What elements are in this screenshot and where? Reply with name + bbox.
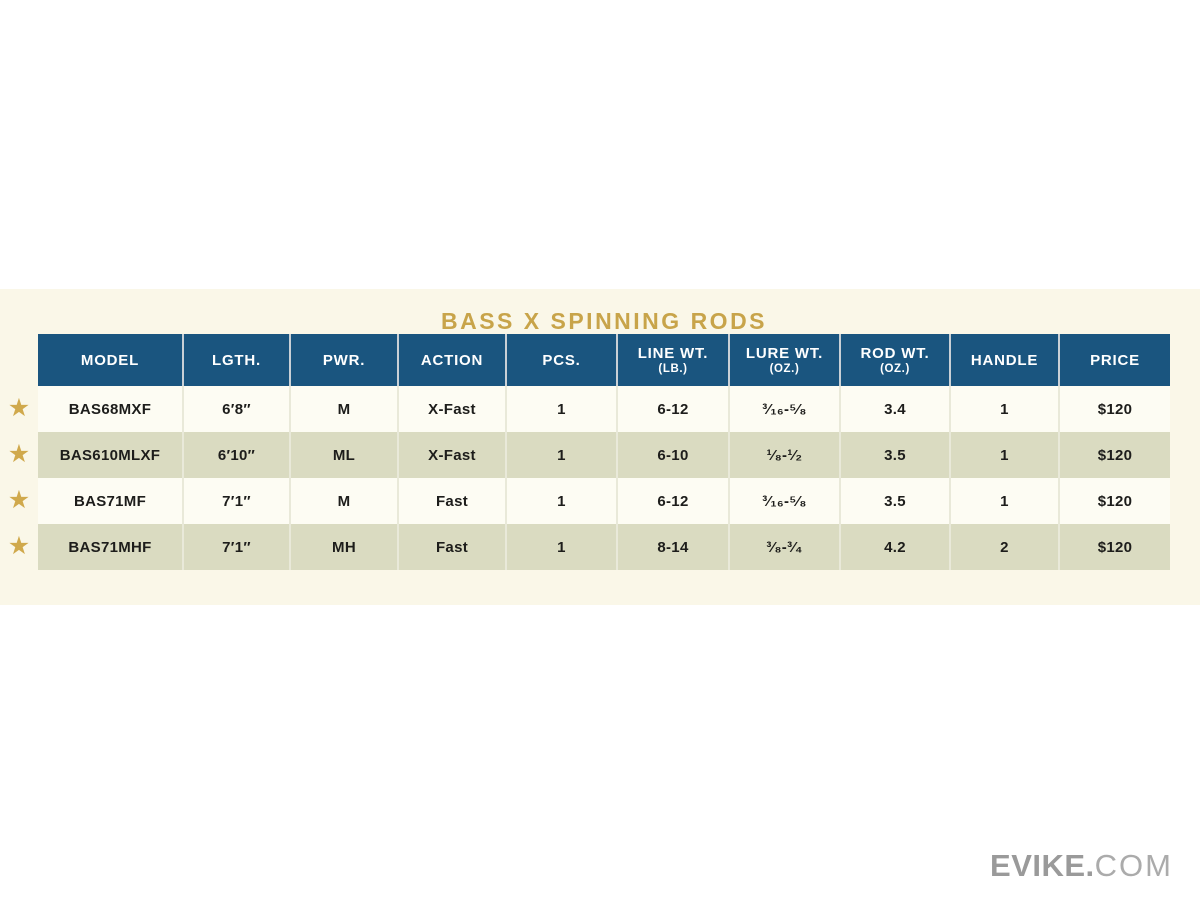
cell-pwr: ML [289,432,397,478]
column-header-label: LGTH. [212,351,261,369]
cell-rod-wt: 3.5 [839,478,949,524]
cell-model: BAS610MLXF [59,446,161,464]
row-cells: BAS68MXF 6′8″ M X-Fast 1 6-12 ³⁄₁₆-⁵⁄₈ 3.4 1 $120 [38,386,1170,432]
cell-line-wt: 6-12 [616,478,728,524]
table-row: ★ BAS610MLXF 6′10″ ML X-Fast 1 6-10 ¹⁄₈-¹⁄₂ 3.5 1… [0,432,1170,478]
column-header-label: LURE WT. [745,344,824,362]
cell-model: BAS71MHF [68,538,152,556]
cell-handle: 1 [949,386,1058,432]
spec-table: MODEL LGTH. PWR. ACTION PCS. LINE WT. (LB.) LUR… [0,334,1170,570]
cell-action: Fast [397,478,505,524]
column-header-pwr: PWR. [289,334,397,386]
cell-lgth: 6′10″ [182,432,289,478]
column-header-handle: HANDLE [949,334,1058,386]
cell-handle: 1 [949,432,1058,478]
cell-pcs: 1 [505,386,616,432]
column-header-line-wt: LINE WT. (LB.) [616,334,728,386]
column-header-unit: (OZ.) [880,362,910,375]
cell-lure-wt: ³⁄₁₆-⁵⁄₈ [728,478,839,524]
cell-model: BAS71MF [73,492,147,510]
cell-lure-wt: ³⁄₈-³⁄₄ [728,524,839,570]
column-header-price: PRICE [1058,334,1170,386]
cell-price: $120 [1058,386,1170,432]
cell-lgth: 7′1″ [182,524,289,570]
column-header-model: MODEL [38,334,182,386]
featured-star-icon: ★ [7,393,31,422]
column-header-label: LINE WT. [637,344,709,362]
cell-action: Fast [397,524,505,570]
row-star-gutter: ★ [0,478,38,524]
column-header-action: ACTION [397,334,505,386]
column-header-label: ACTION [420,351,484,369]
column-header-lgth: LGTH. [182,334,289,386]
cell-model: BAS68MXF [68,400,152,418]
cell-pcs: 1 [505,478,616,524]
spec-panel-inner: BASS X SPINNING RODS MODEL LGTH. PWR. ACTIO… [8,289,1170,570]
featured-star-icon: ★ [7,485,31,514]
cell-rod-wt: 3.4 [839,386,949,432]
cell-line-wt: 6-10 [616,432,728,478]
column-header-unit: (LB.) [658,362,688,375]
cell-lgth: 6′8″ [182,386,289,432]
table-row: ★ BAS68MXF 6′8″ M X-Fast 1 6-12 ³⁄₁₆-⁵⁄₈ 3.4 1 $12… [0,386,1170,432]
row-star-gutter: ★ [0,524,38,570]
column-header-unit: (OZ.) [769,362,800,375]
evike-logo: EVIKE.COM [990,848,1173,884]
column-header-rod-wt: ROD WT. (OZ.) [839,334,949,386]
logo-evike-text: EVIKE. [990,848,1095,883]
table-body: ★ BAS68MXF 6′8″ M X-Fast 1 6-12 ³⁄₁₆-⁵⁄₈ 3.4 1 $12… [0,386,1170,570]
cell-price: $120 [1058,432,1170,478]
cell-lgth: 7′1″ [182,478,289,524]
table-header-row: MODEL LGTH. PWR. ACTION PCS. LINE WT. (LB.) LUR… [0,334,1170,386]
cell-pcs: 1 [505,432,616,478]
cell-pwr: MH [289,524,397,570]
cell-lure-wt: ¹⁄₈-¹⁄₂ [728,432,839,478]
header-cells: MODEL LGTH. PWR. ACTION PCS. LINE WT. (LB.) LUR… [38,334,1170,386]
cell-rod-wt: 3.5 [839,432,949,478]
table-row: ★ BAS71MHF 7′1″ MH Fast 1 8-14 ³⁄₈-³⁄₄ 4.2 2 $120 [0,524,1170,570]
column-header-label: PCS. [542,351,581,369]
row-cells: BAS71MHF 7′1″ MH Fast 1 8-14 ³⁄₈-³⁄₄ 4.2 2 $120 [38,524,1170,570]
cell-pcs: 1 [505,524,616,570]
table-row: ★ BAS71MF 7′1″ M Fast 1 6-12 ³⁄₁₆-⁵⁄₈ 3.5 1 $120 [0,478,1170,524]
column-header-label: HANDLE [970,351,1039,369]
row-cells: BAS610MLXF 6′10″ ML X-Fast 1 6-10 ¹⁄₈-¹⁄₂ 3.5 1 $… [38,432,1170,478]
spec-panel: BASS X SPINNING RODS MODEL LGTH. PWR. ACTIO… [0,289,1200,605]
featured-star-icon: ★ [7,439,31,468]
cell-price: $120 [1058,478,1170,524]
row-cells: BAS71MF 7′1″ M Fast 1 6-12 ³⁄₁₆-⁵⁄₈ 3.5 1 $120 [38,478,1170,524]
cell-pwr: M [289,478,397,524]
column-header-label: MODEL [80,351,140,369]
cell-action: X-Fast [397,432,505,478]
cell-price: $120 [1058,524,1170,570]
column-header-label: ROD WT. [860,344,930,362]
logo-com-text: COM [1094,848,1173,883]
cell-action: X-Fast [397,386,505,432]
row-star-gutter: ★ [0,386,38,432]
table-title: BASS X SPINNING RODS [440,308,768,334]
cell-rod-wt: 4.2 [839,524,949,570]
row-star-gutter: ★ [0,432,38,478]
cell-pwr: M [289,386,397,432]
column-header-pcs: PCS. [505,334,616,386]
cell-handle: 2 [949,524,1058,570]
column-header-lure-wt: LURE WT. (OZ.) [728,334,839,386]
cell-lure-wt: ³⁄₁₆-⁵⁄₈ [728,386,839,432]
cell-line-wt: 6-12 [616,386,728,432]
cell-handle: 1 [949,478,1058,524]
cell-line-wt: 8-14 [616,524,728,570]
column-header-label: PRICE [1090,351,1140,369]
column-header-label: PWR. [322,351,366,369]
featured-star-icon: ★ [7,531,31,560]
header-star-gutter [0,334,38,386]
